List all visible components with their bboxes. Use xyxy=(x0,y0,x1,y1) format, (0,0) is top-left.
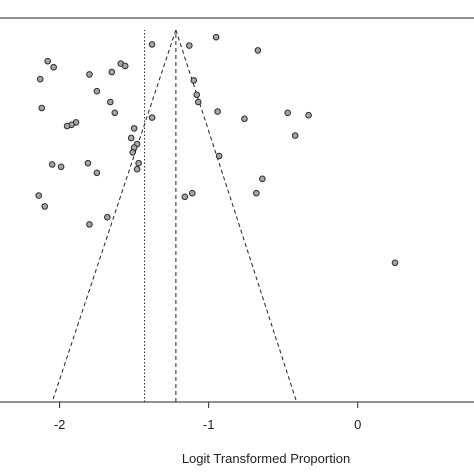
study-point xyxy=(130,125,138,132)
study-point xyxy=(48,161,56,168)
study-point xyxy=(50,63,57,71)
study-point xyxy=(133,165,141,173)
study-point xyxy=(194,98,202,106)
study-point xyxy=(129,149,136,156)
study-point xyxy=(57,163,65,171)
study-point xyxy=(86,71,93,78)
study-point xyxy=(215,152,223,160)
axes: -2 -1 0 xyxy=(0,17,474,432)
study-point xyxy=(107,98,114,106)
x-tick-label: 0 xyxy=(354,417,361,432)
study-point xyxy=(188,189,196,197)
study-point xyxy=(84,159,92,167)
study-point xyxy=(127,134,135,142)
study-point xyxy=(36,75,44,83)
study-point xyxy=(93,169,101,177)
study-point xyxy=(38,104,46,112)
study-point xyxy=(41,203,49,210)
study-point xyxy=(291,132,299,139)
x-tick-label: -1 xyxy=(203,417,215,432)
study-point xyxy=(259,175,266,183)
study-point xyxy=(135,159,142,167)
funnel-right-line xyxy=(175,29,298,403)
study-point xyxy=(214,108,221,115)
study-point xyxy=(193,91,201,99)
study-point xyxy=(253,189,260,197)
study-point xyxy=(121,62,129,70)
study-point xyxy=(148,114,156,121)
study-point xyxy=(111,109,119,117)
study-point xyxy=(284,109,291,117)
study-point xyxy=(186,42,193,49)
study-point xyxy=(35,192,43,199)
x-axis-title: Logit Transformed Proportion xyxy=(182,451,350,466)
study-point xyxy=(86,221,93,228)
study-point xyxy=(63,122,71,130)
study-point xyxy=(254,47,262,54)
study-point xyxy=(391,259,399,267)
study-point xyxy=(212,33,220,41)
funnel-lines xyxy=(51,29,298,403)
study-point xyxy=(104,213,111,221)
study-point xyxy=(241,115,248,123)
study-point xyxy=(148,41,156,48)
x-tick-label: -2 xyxy=(54,417,66,432)
study-point xyxy=(190,77,198,84)
funnel-left-line xyxy=(51,29,177,403)
study-point xyxy=(44,57,51,65)
study-point xyxy=(93,87,101,95)
study-points xyxy=(35,33,399,267)
study-point xyxy=(108,68,116,76)
study-point xyxy=(305,111,312,119)
study-point xyxy=(181,193,189,201)
